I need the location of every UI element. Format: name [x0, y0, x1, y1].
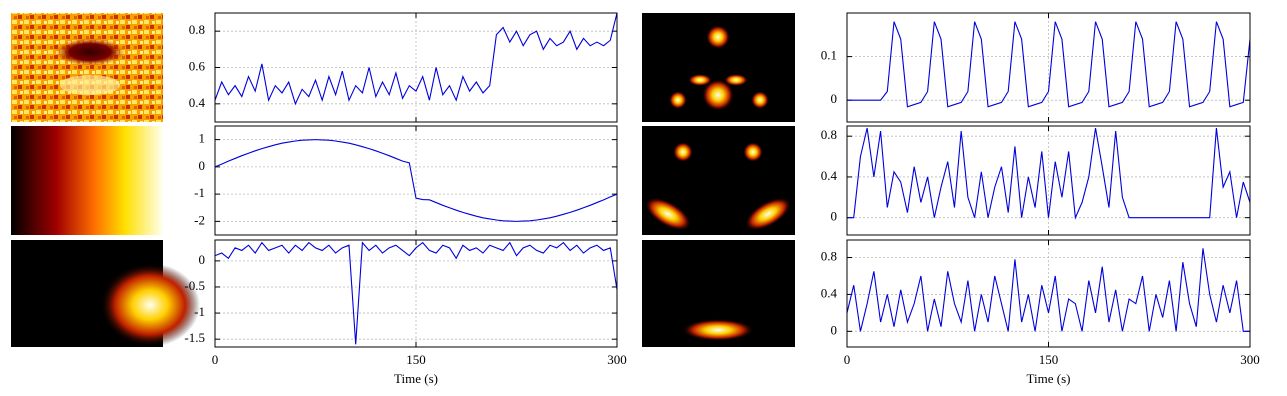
x-tick-label: 0: [212, 352, 219, 367]
y-tick-label: -1.5: [184, 330, 205, 345]
y-tick-label: 0.4: [821, 285, 838, 300]
plot-frame: [846, 125, 1251, 236]
y-tick-label: 0.8: [821, 249, 837, 264]
heatmap: [642, 126, 795, 235]
y-tick-label: 0.8: [189, 22, 205, 37]
plot-area: [847, 13, 1250, 122]
x-tick-label: 300: [1240, 352, 1260, 367]
y-tick-label: 1: [199, 131, 206, 146]
data-line: [847, 127, 1250, 220]
y-tick-label: 0: [831, 322, 838, 337]
y-tick-label: 0.6: [189, 58, 206, 73]
y-tick-label: -0.5: [184, 278, 205, 293]
y-tick-label: 0.4: [189, 95, 206, 110]
x-tick-label: 0: [844, 352, 851, 367]
heatmap: [642, 13, 795, 122]
y-tick-label: -2: [194, 212, 205, 227]
x-tick-label: 150: [406, 352, 426, 367]
data-line: [847, 248, 1250, 332]
y-tick-label: -1: [194, 304, 205, 319]
x-tick-label: 150: [1039, 352, 1059, 367]
y-tick-label: 0: [831, 91, 838, 106]
y-tick-label: 0.8: [821, 127, 837, 142]
y-tick-label: 0.4: [821, 168, 838, 183]
plot-frame: [846, 12, 1251, 123]
x-axis-label: Time (s): [1027, 371, 1071, 386]
heatmap: [11, 13, 163, 122]
y-tick-label: 0: [831, 209, 838, 224]
data-line: [215, 241, 617, 345]
heatmap: [642, 240, 795, 347]
y-tick-label: 0.1: [821, 48, 837, 63]
data-line: [847, 21, 1250, 108]
data-line: [215, 13, 617, 106]
plot-frame: [846, 239, 1251, 348]
y-tick-label: 0: [199, 158, 206, 173]
x-tick-label: 300: [607, 352, 627, 367]
y-tick-label: 0: [199, 252, 206, 267]
heatmap: [11, 126, 163, 235]
x-axis-label: Time (s): [394, 371, 438, 386]
plot-frame: [214, 239, 618, 348]
plot-area: [215, 126, 617, 235]
plot-frame: [214, 125, 618, 236]
data-line: [215, 139, 617, 222]
y-tick-label: -1: [194, 185, 205, 200]
plot-frame: [214, 12, 618, 123]
heatmap: [11, 240, 200, 347]
